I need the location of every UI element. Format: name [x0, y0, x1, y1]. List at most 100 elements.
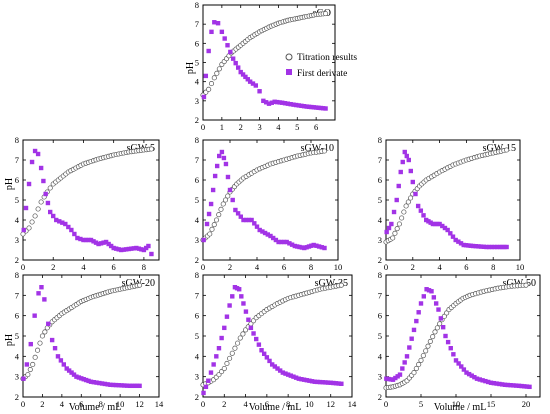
derivative-point: [233, 207, 238, 213]
derivative-point: [74, 374, 79, 379]
x-tick-label: 0: [201, 122, 205, 132]
series-titration-results: [383, 147, 510, 245]
derivative-point: [212, 173, 218, 179]
y-tick-label: 3: [15, 372, 19, 382]
legend-label-derivative: First derivate: [297, 69, 347, 79]
derivative-point: [119, 383, 124, 388]
titration-point: [232, 345, 238, 351]
x-tick-label: 10: [305, 399, 314, 409]
derivative-point: [268, 233, 273, 239]
derivative-point: [69, 227, 74, 233]
derivative-point: [304, 378, 309, 383]
y-tick-label: 2: [15, 255, 19, 265]
derivative-point: [66, 368, 72, 373]
derivative-point: [317, 379, 323, 385]
derivative-point: [283, 371, 288, 376]
x-tick-label: 2: [51, 262, 55, 272]
derivative-point: [333, 381, 339, 386]
x-tick-label: 0: [384, 399, 388, 409]
derivative-point: [299, 103, 304, 109]
derivative-point: [206, 211, 212, 217]
derivative-point: [272, 364, 278, 369]
derivative-point: [280, 100, 285, 105]
derivative-point: [206, 48, 211, 54]
derivative-point: [113, 246, 119, 251]
derivative-point: [416, 310, 421, 315]
x-tick-label: 6: [79, 399, 83, 409]
derivative-point: [216, 346, 222, 351]
titration-point: [35, 347, 41, 353]
derivative-point: [201, 237, 206, 243]
derivative-point: [269, 362, 275, 367]
derivative-point: [307, 378, 312, 383]
series-titration-results: [200, 11, 329, 98]
derivative-point: [304, 104, 309, 109]
derivative-point: [396, 183, 401, 189]
x-tick-label: 0: [384, 262, 388, 272]
y-tick-label: 8: [378, 270, 382, 280]
titration-point: [420, 353, 426, 359]
derivative-point: [480, 378, 485, 383]
derivative-point: [49, 337, 55, 343]
derivative-point: [489, 244, 495, 250]
titration-point: [211, 222, 217, 228]
titration-point: [394, 226, 400, 232]
derivative-point: [223, 161, 229, 167]
derivative-point: [116, 247, 121, 252]
y-tick-label: 5: [378, 195, 382, 205]
derivative-point: [418, 208, 424, 213]
titration-point: [425, 343, 431, 349]
derivative-point: [26, 181, 32, 187]
derivative-point: [336, 381, 341, 386]
derivative-point: [119, 247, 124, 253]
derivative-point: [124, 247, 129, 252]
derivative-point: [235, 211, 241, 216]
titration-point: [222, 197, 229, 203]
derivative-point: [495, 244, 500, 250]
derivative-point: [97, 380, 102, 386]
derivative-point: [453, 237, 458, 243]
y-tick-label: 2: [195, 255, 199, 265]
derivative-point: [247, 79, 253, 84]
derivative-point: [461, 242, 466, 248]
derivative-point: [263, 100, 269, 105]
derivative-point: [448, 231, 453, 236]
derivative-point: [99, 381, 105, 386]
derivative-point: [249, 217, 254, 223]
derivative-point: [60, 220, 65, 225]
titration-point: [27, 366, 33, 373]
titration-point: [216, 66, 222, 72]
derivative-point: [407, 345, 412, 350]
derivative-point: [404, 354, 410, 359]
derivative-point: [428, 220, 433, 225]
derivative-point: [476, 244, 481, 249]
derivative-point: [468, 243, 473, 248]
derivative-point: [288, 373, 294, 378]
derivative-point: [69, 370, 74, 375]
derivative-point: [222, 36, 227, 41]
titration-point: [416, 361, 422, 368]
legend: Titration results First derivate: [285, 53, 357, 79]
derivative-point: [400, 159, 405, 165]
series-first-derivate: [21, 148, 154, 257]
derivative-point: [458, 241, 464, 246]
x-tick-label: 5: [419, 399, 423, 409]
derivative-point: [502, 244, 507, 250]
derivative-point: [83, 237, 89, 243]
x-tick-label: 3: [257, 122, 261, 132]
derivative-point: [433, 301, 439, 306]
x-tick-label: 1: [220, 122, 224, 132]
y-tick-label: 6: [195, 175, 199, 185]
derivative-point: [318, 105, 324, 111]
derivative-point: [81, 237, 86, 243]
derivative-point: [43, 191, 48, 197]
derivative-point: [88, 379, 94, 384]
derivative-point: [272, 99, 277, 104]
derivative-point: [201, 94, 207, 100]
derivative-point: [299, 245, 305, 250]
derivative-point: [390, 377, 396, 382]
titration-point: [42, 329, 48, 335]
derivative-point: [98, 241, 104, 246]
derivative-point: [414, 318, 419, 324]
